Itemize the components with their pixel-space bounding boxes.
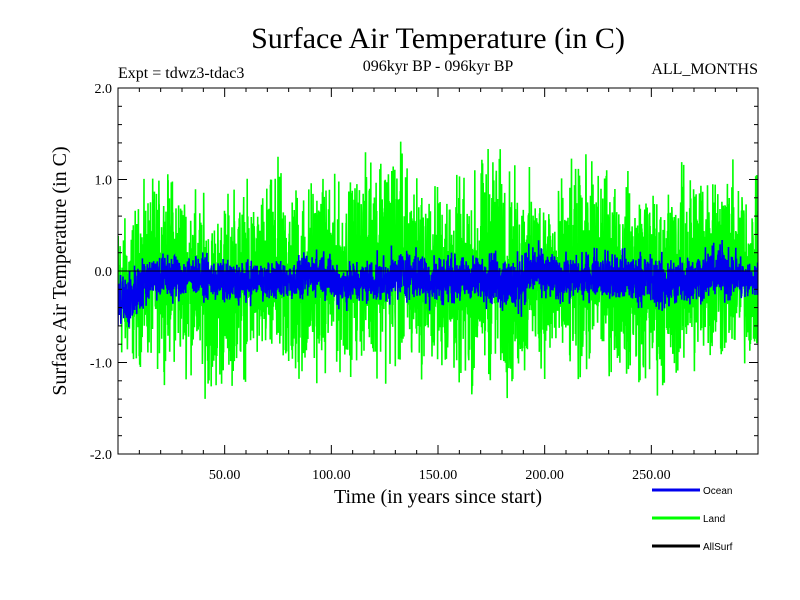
legend-label-land: Land — [703, 514, 725, 525]
series-layer — [118, 141, 758, 399]
series-line-ocean — [118, 239, 758, 328]
y-tick-label: 1.0 — [95, 174, 113, 189]
legend-label-ocean: Ocean — [703, 486, 732, 497]
x-tick-label: 200.00 — [525, 468, 564, 483]
legend: Ocean Land AllSurf — [652, 486, 733, 553]
x-axis-label: Time (in years since start) — [334, 486, 542, 508]
chart-subtitle-right: ALL_MONTHS — [651, 61, 758, 78]
chart-subtitle-left: Expt = tdwz3-tdac3 — [118, 65, 244, 82]
y-tick-label: -1.0 — [90, 357, 112, 372]
chart-subtitle-center: 096kyr BP - 096kyr BP — [363, 58, 514, 75]
axis-layer: 50.00 100.00 150.00 200.00 250.00 -2.0 -1.0 0.0… — [90, 82, 758, 483]
y-axis-label: Surface Air Temperature (in C) — [49, 146, 71, 395]
chart-title: Surface Air Temperature (in C) — [251, 22, 625, 55]
x-tick-label: 100.00 — [312, 468, 351, 483]
y-tick-label: 0.0 — [95, 265, 113, 280]
y-tick-label: 2.0 — [95, 82, 113, 97]
x-tick-label: 50.00 — [209, 468, 241, 483]
y-tick-label: -2.0 — [90, 448, 112, 463]
legend-label-allsurf: AllSurf — [703, 542, 733, 553]
x-tick-label: 250.00 — [632, 468, 671, 483]
x-tick-label: 150.00 — [419, 468, 458, 483]
